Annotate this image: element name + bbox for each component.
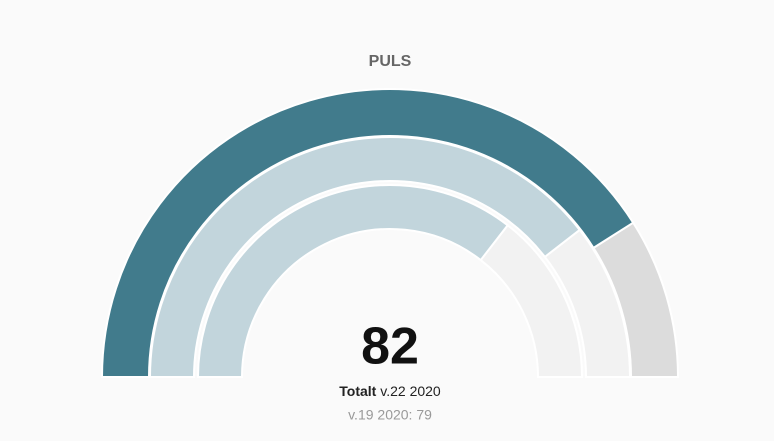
gauge-bar	[148, 136, 582, 378]
caption-text: v.22 2020	[380, 383, 441, 399]
gauge-track	[479, 223, 584, 378]
caption: Totalt v.22 2020	[339, 383, 441, 399]
chart-title: PULS	[369, 53, 412, 70]
main-value: 82	[361, 318, 419, 376]
caption-bold: Totalt	[339, 383, 376, 399]
comparison: v.19 2020: 79	[348, 407, 432, 423]
rings	[100, 88, 680, 378]
gauge-track	[543, 228, 632, 378]
gauge-bar	[196, 184, 510, 378]
